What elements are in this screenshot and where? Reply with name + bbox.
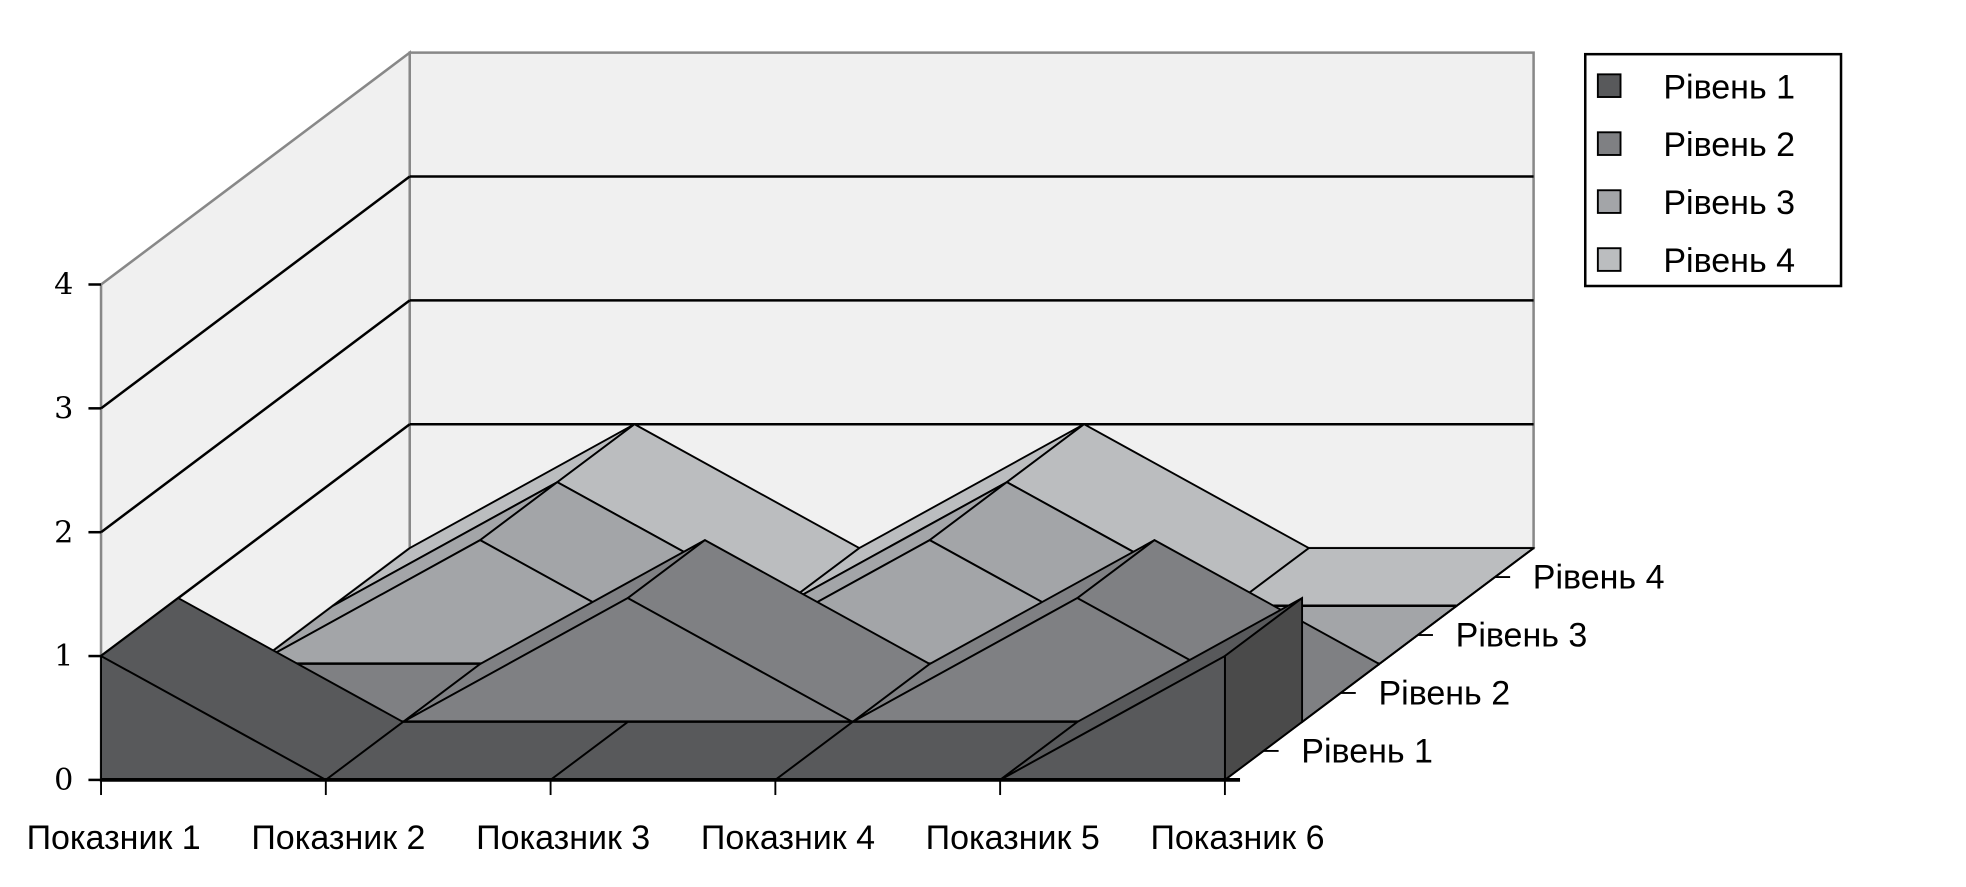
depth-tick-label: Рівень 3 xyxy=(1456,616,1588,654)
y-tick-label: 1 xyxy=(54,639,73,674)
chart-series xyxy=(100,423,1535,782)
y-tick-label: 4 xyxy=(54,268,73,303)
legend-swatch xyxy=(1596,131,1622,156)
y-tick-label: 0 xyxy=(54,763,73,798)
chart-axes: 0 1 2 3 4 Показник 1 Показник 2 Показник 3 Показ… xyxy=(27,268,1665,858)
legend-swatch xyxy=(1596,73,1622,98)
legend-label: Рівень 3 xyxy=(1663,184,1795,222)
legend: Рівень 1 Рівень 2 Рівень 3 Рівень 4 xyxy=(1583,52,1843,288)
legend-box xyxy=(1583,52,1843,288)
gridline-side xyxy=(100,299,411,534)
legend-label: Рівень 2 xyxy=(1663,126,1795,164)
legend-swatch xyxy=(1596,247,1622,272)
x-tick-label: Показник 4 xyxy=(701,819,875,857)
depth-tick-label: Рівень 1 xyxy=(1301,732,1433,770)
x-tick-label: Показник 6 xyxy=(1150,819,1324,857)
x-tick-label: Показник 2 xyxy=(251,819,425,857)
series-2 xyxy=(177,539,1381,724)
gridline-side xyxy=(100,175,411,410)
y-tick-label: 2 xyxy=(54,515,73,550)
x-tick-label: Показник 1 xyxy=(27,819,201,857)
depth-tick-label: Рівень 4 xyxy=(1533,558,1665,596)
x-tick-label: Показник 3 xyxy=(476,819,650,857)
depth-axis-line xyxy=(1224,547,1535,781)
legend-label: Рівень 4 xyxy=(1663,242,1795,280)
depth-tick-label: Рівень 2 xyxy=(1378,674,1510,712)
x-tick-label: Показник 5 xyxy=(926,819,1100,857)
legend-swatch xyxy=(1596,189,1622,214)
legend-label: Рівень 1 xyxy=(1663,68,1795,106)
y-tick-label: 3 xyxy=(54,391,73,426)
series-1 xyxy=(100,596,1304,782)
